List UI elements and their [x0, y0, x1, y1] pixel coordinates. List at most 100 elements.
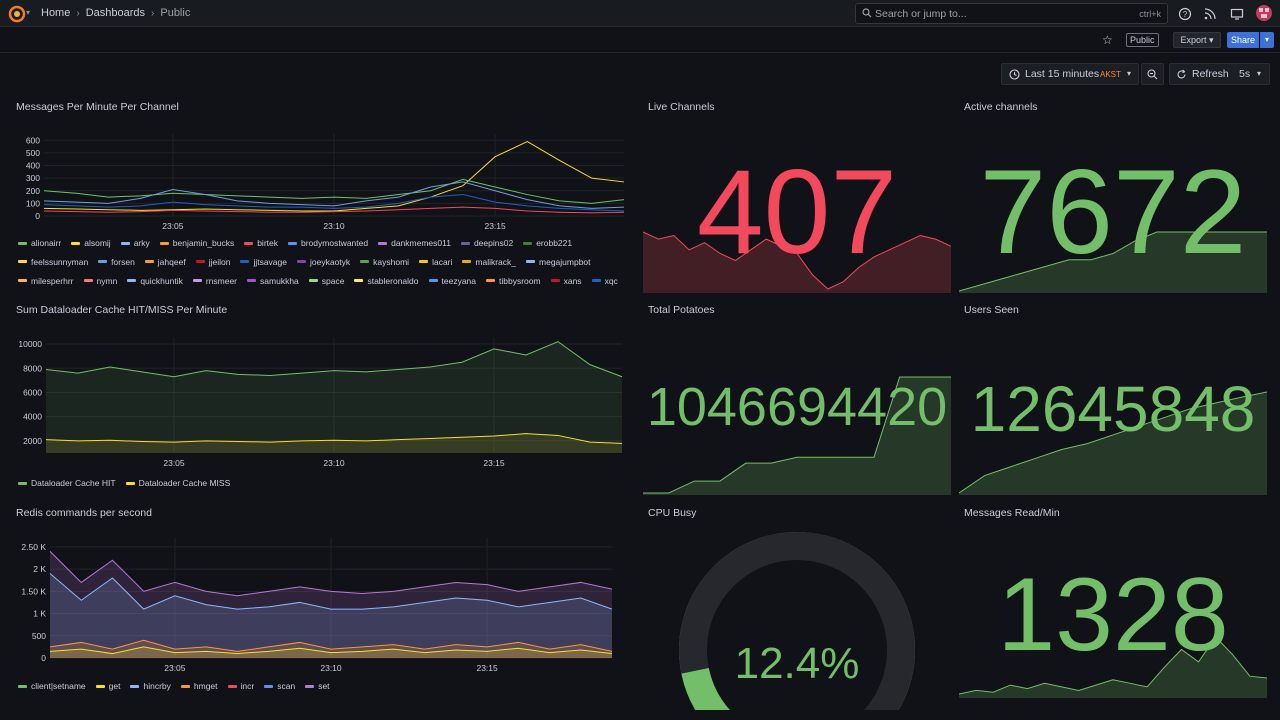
- legend-item[interactable]: hincrby: [130, 679, 171, 693]
- legend-item[interactable]: jahqeef: [144, 256, 186, 269]
- legend-item[interactable]: arky: [120, 237, 150, 250]
- panel-title-total-potatoes[interactable]: Total Potatoes: [648, 304, 715, 316]
- legend-item[interactable]: alsomij: [71, 237, 111, 250]
- legend-swatch: [120, 241, 130, 245]
- sparkline-area: [959, 232, 1267, 293]
- legend-label: megajumpbot: [539, 256, 591, 267]
- breadcrumb-dashboards[interactable]: Dashboards: [85, 7, 146, 19]
- panel-title-redis[interactable]: Redis commands per second: [16, 507, 152, 519]
- legend-swatch: [297, 260, 306, 264]
- legend-item[interactable]: space: [308, 274, 344, 287]
- legend-item[interactable]: samukkha: [247, 274, 299, 287]
- x-tick-label: 23:05: [162, 221, 184, 231]
- legend-swatch: [428, 279, 438, 283]
- legend-item[interactable]: jjeilon: [195, 256, 231, 269]
- legend-item[interactable]: teezyana: [428, 274, 476, 287]
- kiosk-monitor-icon[interactable]: [1230, 7, 1244, 21]
- legend-item[interactable]: client|setname: [18, 679, 86, 693]
- legend-item[interactable]: erobb221: [523, 237, 572, 250]
- panel-title-messages-read[interactable]: Messages Read/Min: [964, 507, 1060, 519]
- legend-item[interactable]: Dataloader Cache MISS: [125, 476, 230, 490]
- legend-swatch: [127, 279, 137, 283]
- legend-item[interactable]: stableronaldo: [354, 274, 419, 287]
- export-button[interactable]: Export ▾: [1173, 32, 1221, 48]
- y-tick-label: 2 K: [33, 564, 46, 574]
- legend-item[interactable]: quickhuntik: [127, 274, 183, 287]
- help-icon[interactable]: ?: [1178, 7, 1192, 21]
- legend-item[interactable]: xqc: [591, 274, 618, 287]
- share-button[interactable]: Share: [1227, 32, 1259, 48]
- x-tick-label: 23:10: [320, 663, 342, 673]
- search-shortcut: ctrl+k: [1139, 9, 1161, 19]
- legend-item[interactable]: brodymostwanted: [288, 237, 368, 250]
- refresh-interval-picker[interactable]: 5s: [1239, 68, 1251, 80]
- legend-label: feelssunnyman: [31, 256, 89, 267]
- zoom-out-button[interactable]: [1141, 63, 1164, 85]
- y-tick-label: 0: [41, 653, 46, 663]
- legend-item[interactable]: milesperhrr: [18, 274, 74, 287]
- legend-item[interactable]: deepins02: [460, 237, 514, 250]
- legend-swatch: [419, 260, 429, 264]
- legend-item[interactable]: dankmemes011: [378, 237, 451, 250]
- panel-title-cpu-busy[interactable]: CPU Busy: [648, 507, 697, 519]
- legend-item[interactable]: lacari: [419, 256, 452, 269]
- total-potatoes-sparkline: [643, 376, 951, 495]
- legend-item[interactable]: xans: [550, 274, 582, 287]
- legend-item[interactable]: scan: [264, 679, 295, 693]
- users-seen-sparkline: [959, 391, 1267, 495]
- dataloader-legend: Dataloader Cache HIT Dataloader Cache MIS…: [18, 476, 623, 490]
- legend-item[interactable]: tibbysroom: [486, 274, 541, 287]
- panel-title-active-channels[interactable]: Active channels: [964, 101, 1038, 113]
- panel-title-dataloader[interactable]: Sum Dataloader Cache HIT/MISS Per Minute: [16, 304, 228, 316]
- public-badge: Public: [1126, 33, 1159, 47]
- legend-item[interactable]: megajumpbot: [526, 256, 591, 269]
- messages-per-minute-chart[interactable]: 600 500 400 300 200 100 0 23:05 23:10 23:15: [0, 126, 632, 232]
- star-icon[interactable]: ☆: [1102, 33, 1113, 47]
- rss-news-icon[interactable]: [1203, 7, 1217, 21]
- y-tick-label: 1 K: [33, 609, 46, 619]
- legend-item[interactable]: nymn: [83, 274, 117, 287]
- legend-item[interactable]: feelssunnyman: [18, 256, 88, 269]
- total-potatoes-value: 1046694420: [646, 377, 948, 437]
- breadcrumb-separator-icon: ›: [151, 7, 155, 19]
- legend-item[interactable]: forsen: [98, 256, 135, 269]
- user-avatar[interactable]: [1256, 5, 1272, 21]
- legend-swatch: [18, 481, 27, 485]
- chevron-down-icon[interactable]: ▾: [26, 8, 31, 17]
- refresh-button[interactable]: Refresh 5s ▾: [1169, 63, 1270, 85]
- panel-title-users-seen[interactable]: Users Seen: [964, 304, 1019, 316]
- sparkline-line: [643, 376, 951, 494]
- breadcrumb-separator-icon: ›: [76, 7, 80, 19]
- legend-item[interactable]: birtek: [244, 237, 278, 250]
- legend-item[interactable]: rnsmeer: [192, 274, 237, 287]
- legend-item[interactable]: get: [95, 679, 120, 693]
- series-line: [43, 206, 625, 214]
- legend-item[interactable]: Dataloader Cache HIT: [18, 476, 116, 490]
- legend-swatch: [264, 684, 274, 688]
- x-tick-label: 23:10: [323, 221, 345, 231]
- grafana-logo-icon[interactable]: [8, 5, 26, 23]
- panel-title-messages[interactable]: Messages Per Minute Per Channel: [16, 101, 179, 113]
- redis-commands-chart[interactable]: 2.50 K 2 K 1.50 K 1 K 500 0 23:05 23:10 23:15: [0, 532, 632, 674]
- legend-item[interactable]: kayshomi: [360, 256, 409, 269]
- legend-item[interactable]: incr: [227, 679, 255, 693]
- legend-label: deepins02: [473, 238, 514, 249]
- legend-item[interactable]: hmget: [180, 679, 218, 693]
- legend-label: jjeilon: [208, 256, 231, 267]
- legend-item[interactable]: joeykaotyk: [297, 256, 350, 269]
- legend-swatch: [18, 260, 27, 264]
- legend-item[interactable]: alionairr: [18, 237, 61, 250]
- legend-item[interactable]: benjamin_bucks: [159, 237, 234, 250]
- legend-label: incr: [240, 681, 255, 691]
- share-dropdown-button[interactable]: ▾: [1260, 32, 1274, 48]
- breadcrumb-home[interactable]: Home: [41, 7, 71, 19]
- legend-item[interactable]: jjtsavage: [240, 256, 287, 269]
- legend-swatch: [288, 241, 297, 245]
- search-input[interactable]: Search or jump to... ctrl+k: [855, 3, 1168, 24]
- legend-item[interactable]: set: [305, 679, 330, 693]
- time-range-picker[interactable]: Last 15 minutes AKST ▾: [1001, 63, 1139, 85]
- gauge-track: [679, 532, 915, 710]
- legend-item[interactable]: malikrack_: [462, 256, 516, 269]
- panel-title-live-channels[interactable]: Live Channels: [648, 101, 715, 113]
- dataloader-cache-chart[interactable]: 10000 8000 6000 4000 2000 23:05 23:10 23:15: [0, 330, 632, 470]
